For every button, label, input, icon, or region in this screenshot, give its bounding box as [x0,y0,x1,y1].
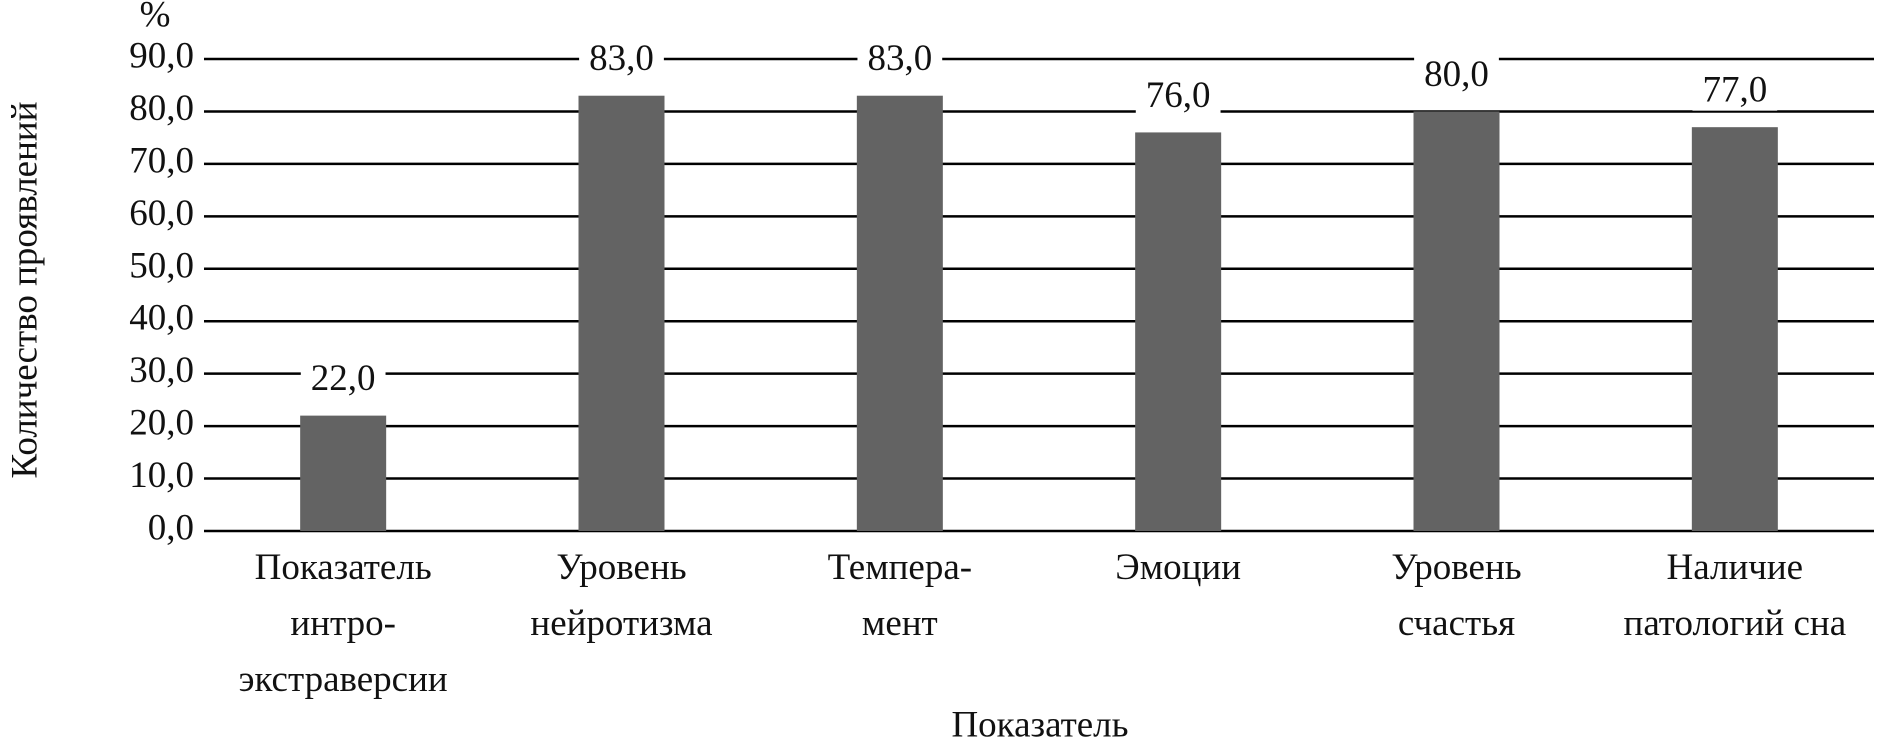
data-label: 83,0 [867,38,932,79]
y-tick-label: 80,0 [129,88,194,129]
x-tick-label: Уровень счастья [1391,547,1521,644]
data-label: 80,0 [1424,54,1489,95]
bar [1691,127,1778,531]
y-tick-label: 90,0 [129,35,194,76]
bar [300,415,387,531]
y-tick-label: 40,0 [129,298,194,339]
y-unit: % [140,0,171,35]
label-background [300,358,386,400]
y-tick-label: 0,0 [148,507,194,548]
bar [856,95,943,531]
data-label: 22,0 [311,358,376,399]
y-tick-label: 70,0 [129,140,194,181]
y-axis-title: Количество проявлений [4,101,45,478]
x-tick-label: Темпера-мент [828,547,973,644]
label-background [1135,74,1221,116]
x-tick-label: Показатель интро-экстраверсии [239,547,448,700]
label-background [1414,53,1499,95]
label-background [1692,69,1778,111]
x-tick-label: Наличие патологий сна [1624,547,1847,644]
y-tick-label: 10,0 [129,455,194,496]
x-tick-label: Уровень нейротизма [530,547,712,644]
x-tick-label: Эмоции [1115,547,1241,588]
x-axis-title: Показатель [951,704,1128,745]
bar [1135,132,1222,531]
bar [1413,111,1500,531]
data-label: 76,0 [1146,75,1211,116]
bar [578,95,665,531]
y-tick-label: 30,0 [129,350,194,391]
label-background [579,38,664,80]
data-label: 77,0 [1702,70,1767,111]
y-tick-label: 50,0 [129,245,194,286]
data-label: 83,0 [589,38,654,79]
y-tick-label: 60,0 [129,193,194,234]
label-background [857,38,943,80]
y-tick-label: 20,0 [129,403,194,444]
